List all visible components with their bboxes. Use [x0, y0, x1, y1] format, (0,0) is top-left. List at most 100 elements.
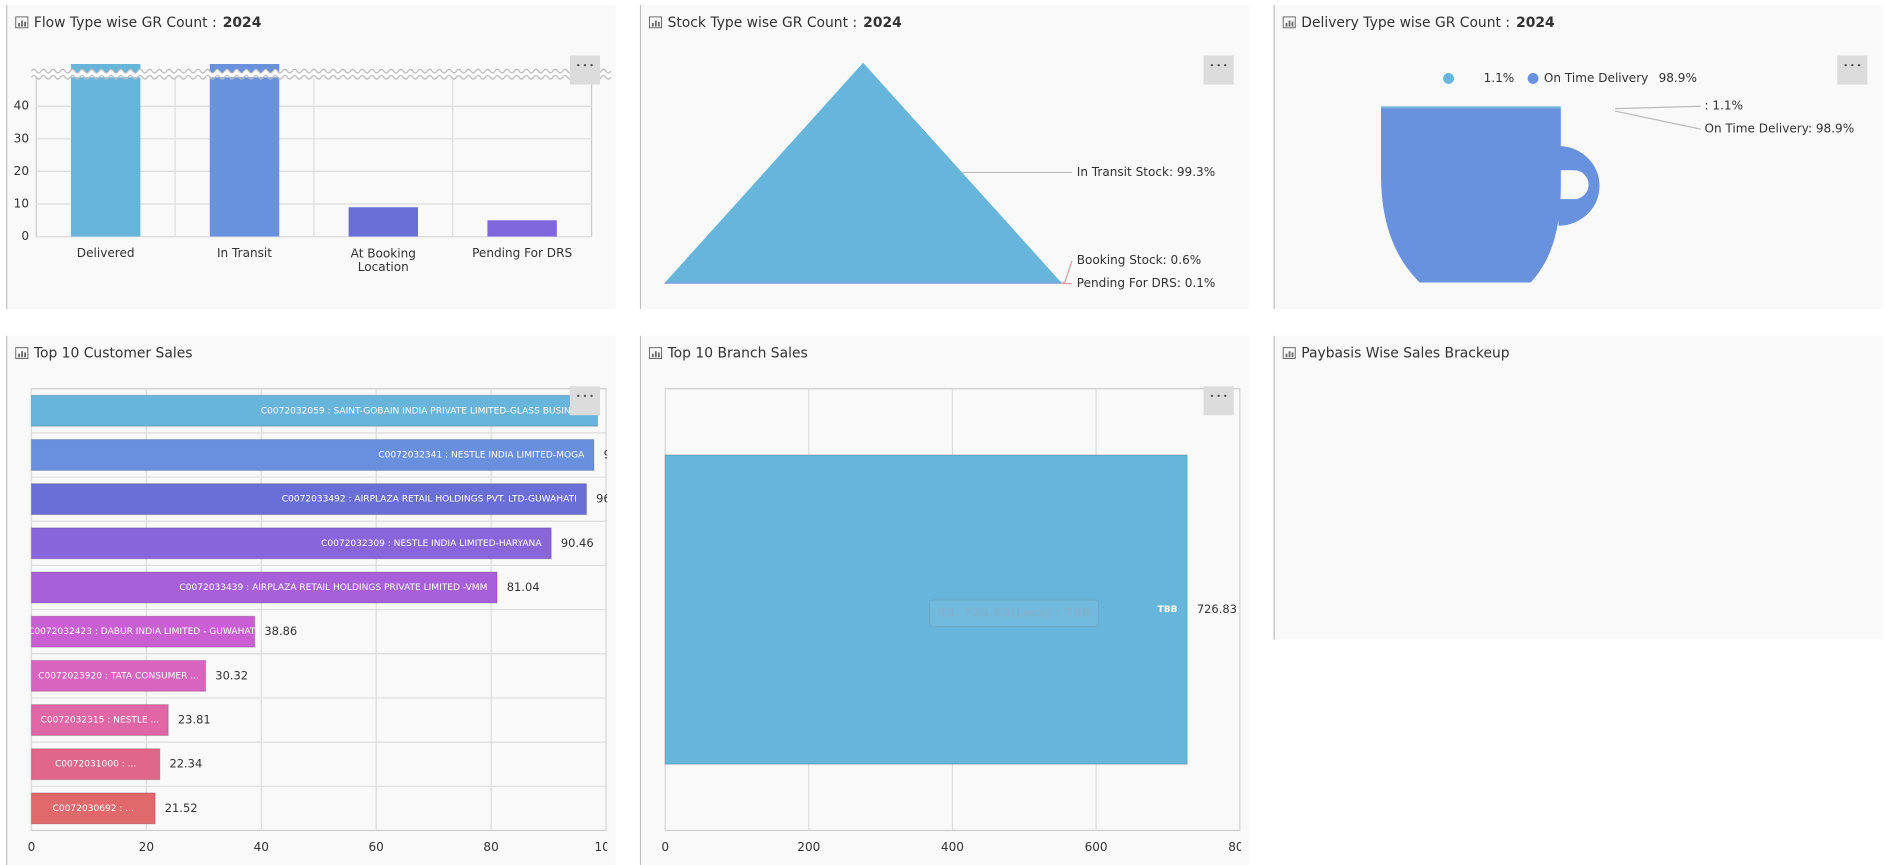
title-icon-bar — [1288, 351, 1291, 358]
bar — [30, 483, 588, 516]
x-tick-label: 80 — [483, 840, 498, 854]
title-icon-bar — [1285, 353, 1288, 358]
value-label: 96.6 — [596, 492, 622, 506]
bar — [348, 207, 419, 237]
title-text: Stock Type wise GR Count : — [668, 15, 858, 31]
value-label: 23.81 — [178, 713, 211, 727]
x-tick-label: 40 — [254, 840, 269, 854]
data-label: In Transit Stock: 99.3% — [1077, 165, 1215, 179]
leader-line — [1615, 105, 1701, 110]
axis-break — [30, 74, 612, 80]
data-label: : 1.1% — [1704, 99, 1743, 113]
x-tick-label: 400 — [941, 840, 964, 854]
bar-label: TBB — [1158, 605, 1178, 615]
title-text: Flow Type wise GR Count : — [34, 15, 217, 31]
bar — [30, 615, 256, 648]
x-tick-label: 0 — [28, 840, 36, 854]
panel-title: Stock Type wise GR Count : 2024 — [668, 15, 903, 31]
menu-dot — [590, 394, 593, 398]
value-label: 726.83 — [1197, 602, 1237, 616]
bar-label: C0072032309 : NESTLE INDIA LIMITED-HARYA… — [321, 539, 542, 549]
value-label: 90.46 — [561, 536, 594, 550]
panel-title: Delivery Type wise GR Count : 2024 — [1301, 15, 1555, 31]
x-tick-label: 20 — [139, 840, 154, 854]
x-tick-label: 200 — [797, 840, 820, 854]
leader-line — [1061, 260, 1073, 284]
y-tick-label: 30 — [14, 131, 29, 145]
x-tick-label: 100 — [594, 840, 617, 854]
bar-label: C0072030692 : ... — [53, 804, 134, 814]
bar — [209, 63, 280, 237]
bar — [70, 63, 141, 237]
bar — [30, 659, 207, 692]
title-icon-bar — [651, 22, 654, 27]
menu-dot — [1844, 63, 1847, 67]
menu-dot — [583, 394, 587, 398]
value-label: 22.34 — [169, 757, 202, 771]
title-icon-bar — [654, 20, 657, 27]
bars — [70, 63, 557, 237]
data-label: On Time Delivery: 98.9% — [1704, 122, 1854, 136]
title-year: 2024 — [1516, 15, 1555, 31]
bar-label: C0072023920 : TATA CONSUMER ... — [38, 671, 199, 681]
menu-button[interactable] — [569, 386, 600, 416]
value-label: 30.32 — [215, 668, 248, 682]
bar — [30, 748, 161, 781]
menu-dot — [583, 63, 587, 67]
bar-label: C0072032315 : NESTLE ... — [40, 716, 159, 726]
panel-title: Top 10 Customer Sales — [33, 346, 193, 362]
menu-button[interactable] — [1837, 55, 1868, 85]
legend-label: On Time Delivery — [1544, 71, 1648, 85]
title-text: Top 10 Customer Sales — [33, 346, 193, 362]
title-icon-bar — [657, 352, 660, 358]
bar — [487, 220, 557, 237]
pyramid-segment — [664, 282, 1063, 284]
bar — [30, 703, 169, 737]
legend-value: 1.1% — [1484, 71, 1515, 85]
menu-button[interactable] — [1203, 386, 1234, 416]
title-icon-bar — [21, 351, 23, 358]
pyramid-segment — [665, 62, 1061, 283]
bar — [30, 438, 595, 472]
bar — [664, 454, 1188, 765]
legend-marker — [1527, 73, 1539, 84]
menu-button[interactable] — [1203, 55, 1234, 85]
data-label: Booking Stock: 0.6% — [1077, 253, 1201, 267]
y-tick-label: 10 — [14, 196, 29, 210]
axis-break — [30, 68, 612, 74]
title-year: 2024 — [863, 15, 902, 31]
bar-label: C0072032423 : DABUR INDIA LIMITED - GUWA… — [28, 627, 258, 637]
plot: 0 20 40 60 80 100 C0072032059 : SAINT-GOBAIN I… — [28, 388, 622, 854]
bar-label: C0072033439 : AIRPLAZA RETAIL HOLDINGS P… — [179, 583, 487, 593]
menu-dot — [1224, 394, 1227, 398]
panel-title: Top 10 Branch Sales — [667, 346, 808, 362]
bar-label: C0072032059 : SAINT-GOBAIN INDIA PRIVATE… — [261, 406, 588, 416]
title-text: Top 10 Branch Sales — [667, 346, 808, 362]
panel: Flow Type wise GR Count : 2024 0 10 20 30 40 De… — [6, 4, 616, 310]
value-label: 21.52 — [165, 801, 198, 815]
data-label: Pending For DRS: 0.1% — [1077, 276, 1216, 290]
title-icon — [1282, 16, 1296, 29]
title-icon-bar — [24, 21, 27, 27]
x-tick-label: 600 — [1085, 840, 1108, 854]
panel: Top 10 Customer Sales 0 20 40 60 80 100 C007203… — [6, 335, 622, 865]
panel-title: Flow Type wise GR Count : 2024 — [34, 15, 262, 31]
value-label: 38.86 — [264, 624, 297, 638]
title-icon-bar — [18, 353, 20, 358]
y-tick-label: 40 — [14, 99, 29, 113]
panel: Top 10 Branch Sales 0 200 400 600 800 TBB 726.8… — [639, 335, 1250, 865]
menu-dot — [1210, 63, 1214, 67]
title-icon-bar — [24, 352, 27, 358]
bar-label: C0072033492 : AIRPLAZA RETAIL HOLDINGS P… — [282, 495, 577, 505]
title-icon — [15, 16, 29, 29]
title-text: Paybasis Wise Sales Brackeup — [1301, 346, 1510, 362]
title-icon — [648, 347, 663, 359]
title-text: Delivery Type wise GR Count : — [1301, 15, 1510, 31]
title-icon — [1282, 347, 1296, 359]
menu-dot — [590, 63, 593, 67]
title-icon-bar — [1291, 352, 1294, 358]
title-icon-bar — [654, 351, 657, 358]
title-icon-bar — [651, 353, 654, 358]
menu-button[interactable] — [569, 55, 600, 85]
